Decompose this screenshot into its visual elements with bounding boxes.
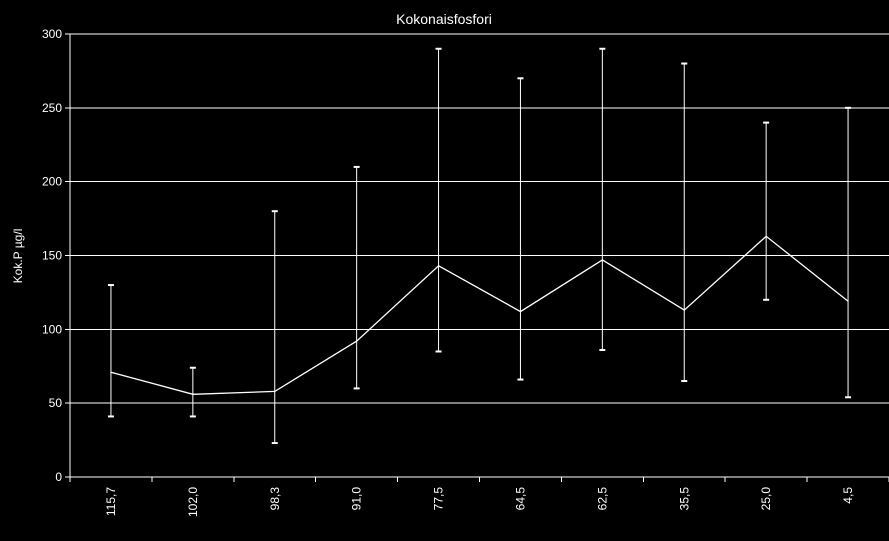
x-tick-label: 62,5 xyxy=(595,487,609,511)
data-point xyxy=(356,340,358,342)
y-tick-label: 50 xyxy=(49,396,63,410)
x-tick-label: 4,5 xyxy=(841,487,855,504)
y-tick-label: 200 xyxy=(42,175,62,189)
y-tick-label: 100 xyxy=(42,322,62,336)
series-line xyxy=(110,235,849,395)
x-tick-label: 35,5 xyxy=(677,487,691,511)
x-tick-label: 77,5 xyxy=(432,487,446,511)
error-bars xyxy=(107,47,852,445)
axes xyxy=(65,33,889,482)
data-point xyxy=(847,300,849,302)
y-tick-label: 300 xyxy=(42,27,62,41)
y-tick-label: 0 xyxy=(55,470,62,484)
x-tick-labels: 115,7 102,0 98,3 91,0 77,5 64,5 62,5 35,5 25,0 4,… xyxy=(104,487,855,517)
y-axis-label: Kok.P µg/l xyxy=(11,229,25,284)
data-point xyxy=(601,259,603,261)
data-point xyxy=(110,371,112,373)
x-tick-label: 25,0 xyxy=(759,487,773,511)
x-tick-label: 115,7 xyxy=(104,487,118,516)
data-point xyxy=(192,393,194,395)
data-point xyxy=(765,235,767,237)
y-tick-label: 250 xyxy=(42,101,62,115)
x-tick-label: 91,0 xyxy=(350,487,364,511)
data-point xyxy=(683,309,685,311)
x-tick-label: 98,3 xyxy=(268,487,282,511)
series-line-path xyxy=(110,235,849,395)
y-tick-labels: 0 50 100 150 200 250 300 xyxy=(42,27,62,484)
y-tick-label: 150 xyxy=(42,249,62,263)
x-tick-label: 64,5 xyxy=(513,487,527,511)
data-point xyxy=(274,390,276,392)
data-point xyxy=(437,265,440,267)
gridlines xyxy=(70,33,889,404)
x-tick-label: 102,0 xyxy=(186,487,200,517)
chart-title: Kokonaisfosfori xyxy=(396,11,492,27)
data-point xyxy=(519,311,522,313)
